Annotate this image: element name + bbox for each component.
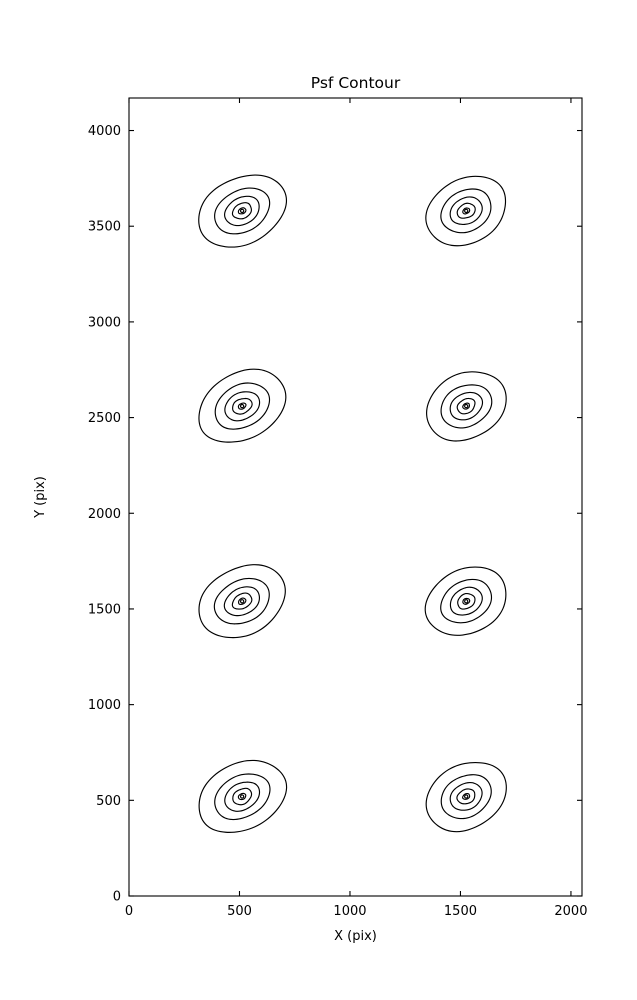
contour-core [464, 403, 469, 409]
y-tick-label: 0 [113, 890, 121, 905]
psf-contour-cluster [198, 564, 286, 639]
contour-level-4 [462, 207, 471, 215]
contour-level-3 [456, 397, 476, 415]
contour-level-4 [237, 792, 247, 801]
contour-core [239, 403, 245, 409]
psf-contour-cluster [425, 175, 507, 247]
contour-level-4 [237, 207, 247, 215]
y-tick-label: 2000 [88, 507, 121, 522]
psf-contour-cluster [424, 566, 507, 636]
contour-core [464, 208, 469, 214]
contour-level-2 [449, 586, 483, 616]
y-tick-label: 3500 [88, 220, 121, 235]
contour-level-4 [238, 597, 247, 605]
x-tick-label: 2000 [554, 904, 587, 919]
contour-level-3 [457, 592, 476, 610]
contour-level-3 [456, 788, 476, 805]
contour-level-1 [214, 187, 271, 235]
contour-level-0 [198, 564, 286, 639]
contour-level-1 [440, 774, 492, 820]
contour-level-1 [440, 188, 492, 234]
contour-level-2 [224, 391, 261, 422]
contour-level-4 [462, 402, 470, 410]
contour-level-2 [223, 586, 260, 617]
plot-title: Psf Contour [311, 74, 401, 92]
contour-level-0 [198, 368, 287, 443]
contour-level-2 [449, 782, 483, 811]
contour-level-3 [231, 592, 253, 610]
contour-level-2 [449, 196, 483, 225]
contour-core [464, 794, 469, 799]
psf-contour-cluster [425, 761, 507, 833]
x-tick-label: 1500 [444, 904, 477, 919]
contour-level-1 [214, 773, 271, 821]
x-tick-label: 500 [227, 904, 252, 919]
contour-level-2 [224, 781, 261, 812]
psf-contour-cluster [426, 371, 507, 442]
contour-core [239, 208, 245, 214]
contour-group [198, 174, 507, 833]
contour-level-0 [424, 566, 507, 636]
contour-level-1 [440, 578, 493, 624]
x-axis-label: X (pix) [334, 929, 377, 944]
contour-core [239, 599, 245, 604]
y-tick-label: 4000 [88, 124, 121, 139]
contour-level-1 [440, 384, 493, 429]
contour-level-1 [214, 382, 271, 430]
y-tick-label: 3000 [88, 315, 121, 330]
axes-frame [128, 97, 583, 897]
contour-level-0 [198, 759, 288, 833]
contour-level-3 [232, 397, 253, 415]
contour-level-4 [462, 792, 471, 800]
contour-level-3 [231, 202, 252, 220]
contour-level-3 [232, 787, 253, 806]
contour-level-4 [462, 597, 471, 605]
contour-level-0 [198, 174, 288, 248]
y-axis-ticks: 0 500 1000 1500 2000 2500 3000 3500 4000 [88, 124, 582, 905]
contour-core [239, 794, 245, 799]
psf-contour-cluster [198, 368, 287, 443]
psf-contour-cluster [198, 174, 288, 248]
contour-level-3 [456, 202, 476, 219]
y-tick-label: 1500 [88, 602, 121, 617]
contour-core [464, 599, 469, 604]
psf-contour-cluster [198, 759, 288, 833]
contour-level-0 [426, 371, 507, 442]
contour-level-2 [224, 195, 260, 227]
contour-level-0 [425, 761, 507, 833]
y-tick-label: 2500 [88, 411, 121, 426]
y-tick-label: 1000 [88, 698, 121, 713]
x-tick-label: 0 [125, 904, 133, 919]
contour-level-4 [237, 402, 247, 410]
contour-level-1 [213, 577, 270, 625]
contour-level-2 [449, 391, 484, 421]
y-tick-label: 500 [96, 794, 121, 809]
x-axis-ticks: 0 500 1000 1500 2000 [125, 98, 587, 919]
contour-level-0 [425, 175, 507, 247]
x-tick-label: 1000 [333, 904, 366, 919]
y-axis-label: Y (pix) [33, 476, 48, 519]
